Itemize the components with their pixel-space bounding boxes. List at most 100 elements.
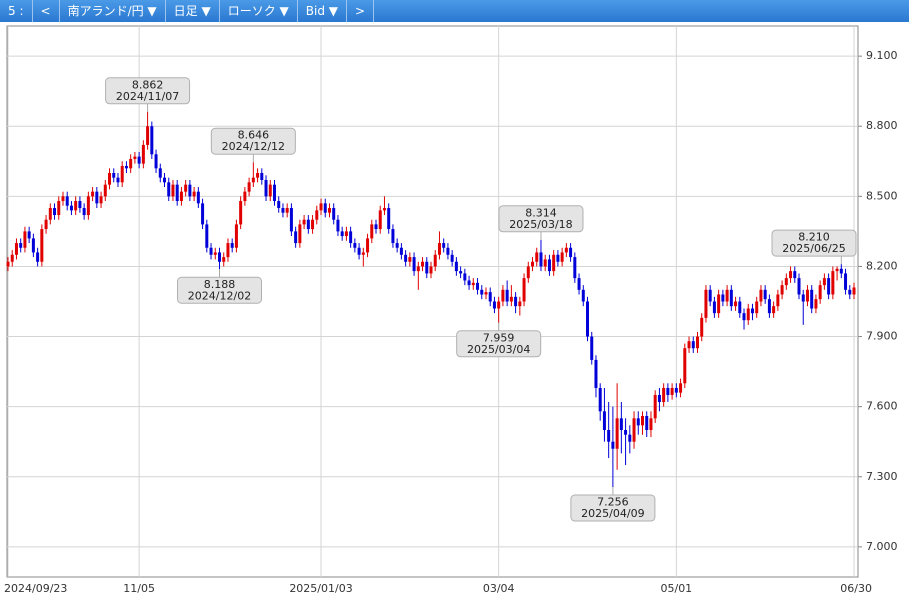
candle-body: [19, 243, 23, 248]
candle-body: [556, 254, 560, 262]
annotation-date: 2025/03/18: [509, 218, 572, 231]
candle-body: [446, 247, 450, 255]
annotation-value: 8.646: [238, 129, 270, 142]
toolbar-button[interactable]: ローソク ▼: [220, 0, 298, 22]
candle-body: [205, 224, 209, 248]
candle-body: [738, 301, 742, 314]
candle-body: [399, 247, 403, 255]
candle-body: [818, 285, 822, 300]
annotation-box: [498, 205, 584, 233]
candle-body: [611, 441, 615, 449]
candle-body: [243, 191, 247, 202]
candle-body: [488, 292, 492, 302]
candle-body: [844, 273, 848, 290]
x-tick-label: 11/05: [123, 582, 155, 595]
candle-body: [564, 247, 568, 253]
candle-body: [552, 254, 556, 272]
candle-body: [251, 177, 255, 183]
candle-body: [209, 247, 213, 255]
candle-body: [717, 294, 721, 314]
candle-body: [78, 201, 82, 209]
candle-body: [57, 201, 61, 216]
toolbar-button[interactable]: 南アランド/円 ▼: [60, 0, 166, 22]
candle-body: [10, 254, 14, 262]
candle-body: [522, 278, 526, 302]
candle-body: [36, 252, 40, 262]
candle-body: [492, 301, 496, 309]
candle-body: [641, 415, 644, 426]
candle-body: [44, 219, 48, 230]
candle-body: [750, 308, 754, 314]
candle-body: [412, 257, 416, 272]
toolbar-button[interactable]: 5 :: [0, 0, 33, 22]
candle-body: [636, 418, 640, 426]
candle-body: [831, 271, 835, 295]
annotation-value: 8.862: [132, 78, 164, 91]
candle-body: [653, 394, 657, 419]
toolbar-button[interactable]: >: [347, 0, 375, 22]
candle-body: [839, 268, 843, 274]
candle-body: [247, 182, 251, 192]
candle-body: [463, 273, 467, 281]
candle-body: [112, 172, 116, 178]
candle-body: [158, 168, 162, 178]
y-tick-label: 7.300: [866, 470, 898, 483]
annotation-date: 2025/04/09: [581, 507, 644, 520]
toolbar-button[interactable]: Bid ▼: [298, 0, 347, 22]
candle-body: [776, 294, 780, 307]
annotation-value: 7.959: [483, 331, 515, 344]
candle-body: [264, 179, 268, 197]
candle-body: [116, 177, 120, 183]
candle-body: [704, 289, 708, 318]
candle-body: [683, 348, 687, 384]
candle-body: [234, 224, 238, 248]
candle-body: [188, 184, 192, 197]
x-tick-label: 03/04: [483, 582, 515, 595]
candle-body: [628, 434, 632, 442]
candle-body: [391, 229, 395, 244]
candle-body: [734, 301, 738, 307]
candle-body: [141, 144, 145, 164]
candle-body: [632, 418, 636, 442]
candle-body: [577, 278, 581, 290]
annotation-box: [105, 77, 191, 105]
candle-body: [573, 257, 577, 279]
candle-body: [416, 266, 420, 272]
toolbar-button[interactable]: <: [33, 0, 60, 22]
y-tick-label: 7.000: [866, 540, 898, 553]
candle-body: [789, 271, 793, 279]
candle-body: [759, 289, 763, 302]
candle-body: [120, 165, 124, 183]
annotation-date: 2025/06/25: [782, 242, 845, 255]
candle-body: [670, 387, 674, 395]
candle-body: [133, 156, 137, 159]
candle-body: [822, 278, 826, 286]
candle-body: [560, 252, 564, 262]
candle-body: [306, 219, 310, 230]
candle-body: [315, 210, 319, 220]
candle-body: [598, 387, 602, 412]
toolbar: 5 : < 南アランド/円 ▼ 日足 ▼ ローソク ▼ Bid ▼ >: [0, 0, 909, 22]
annotation-date: 2024/12/12: [222, 140, 285, 153]
candle-body: [480, 289, 484, 295]
candle-body: [370, 224, 374, 239]
candle-body: [311, 219, 315, 230]
candle-body: [298, 224, 302, 244]
candle-body: [268, 184, 272, 197]
candle-body: [805, 289, 809, 302]
candle-body: [784, 278, 788, 286]
x-tick-label: 2024/09/23: [4, 582, 67, 595]
candle-body: [163, 177, 167, 183]
candle-body: [294, 231, 298, 244]
candle-body: [581, 289, 585, 302]
candle-body: [746, 308, 750, 321]
annotation-box: [210, 127, 296, 155]
annotation-box: [771, 229, 857, 257]
candle-body: [649, 418, 653, 431]
candle-body: [74, 201, 78, 211]
candle-body: [729, 289, 733, 307]
candle-body: [108, 172, 112, 185]
toolbar-button[interactable]: 日足 ▼: [166, 0, 220, 22]
